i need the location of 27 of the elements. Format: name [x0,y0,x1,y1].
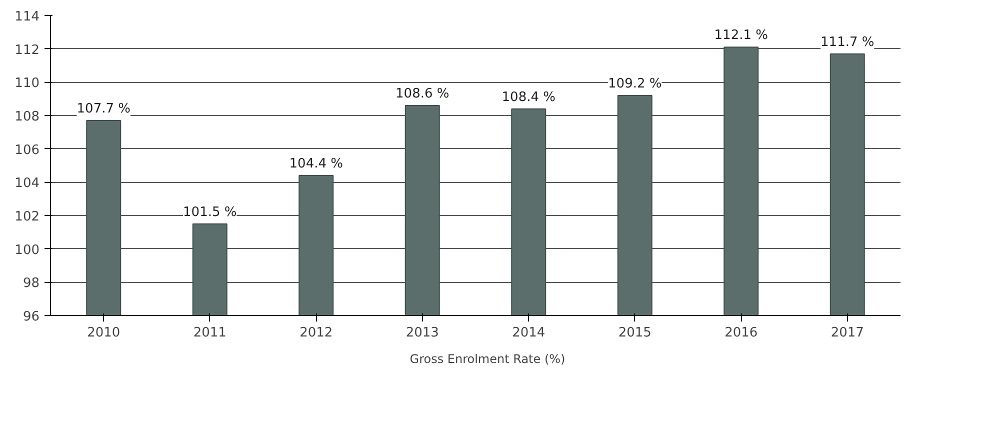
x-tick-label: 2010 [87,326,120,340]
text: Gross Enrolment Rate (%) [410,352,566,366]
y-tick-label: 96 [22,310,40,324]
data-label: 111.7 % [820,34,874,50]
data-label: 101.5 % [183,204,237,220]
y-tick-label: 108 [14,110,40,124]
data-label: 104.4 % [289,156,343,172]
x-tick-label: 2014 [512,326,546,340]
y-tick-label: 106 [14,142,40,158]
y-tick-label: 102 [14,210,40,224]
y-tick-label: 112 [14,42,40,58]
data-label: 108.6 % [396,86,450,102]
y-tick-label: 100 [14,242,40,258]
data-label: 108.4 % [502,90,556,105]
x-tick-label: 2017 [830,326,864,340]
data-label: 112.1 % [714,28,768,44]
data-label: 107.7 % [76,102,130,116]
data-label: 109.2 % [608,76,662,92]
x-tick-label: 2015 [618,326,652,340]
y-tick-label: 110 [14,76,40,92]
y-tick-label: 114 [14,10,40,24]
y-tick-label: 104 [14,176,40,192]
x-tick-label: 2016 [724,326,758,340]
x-tick-label: 2011 [193,326,226,340]
x-tick-label: 2013 [406,326,439,340]
x-tick-label: 2012 [300,326,333,340]
y-tick-label: 98 [22,276,40,292]
